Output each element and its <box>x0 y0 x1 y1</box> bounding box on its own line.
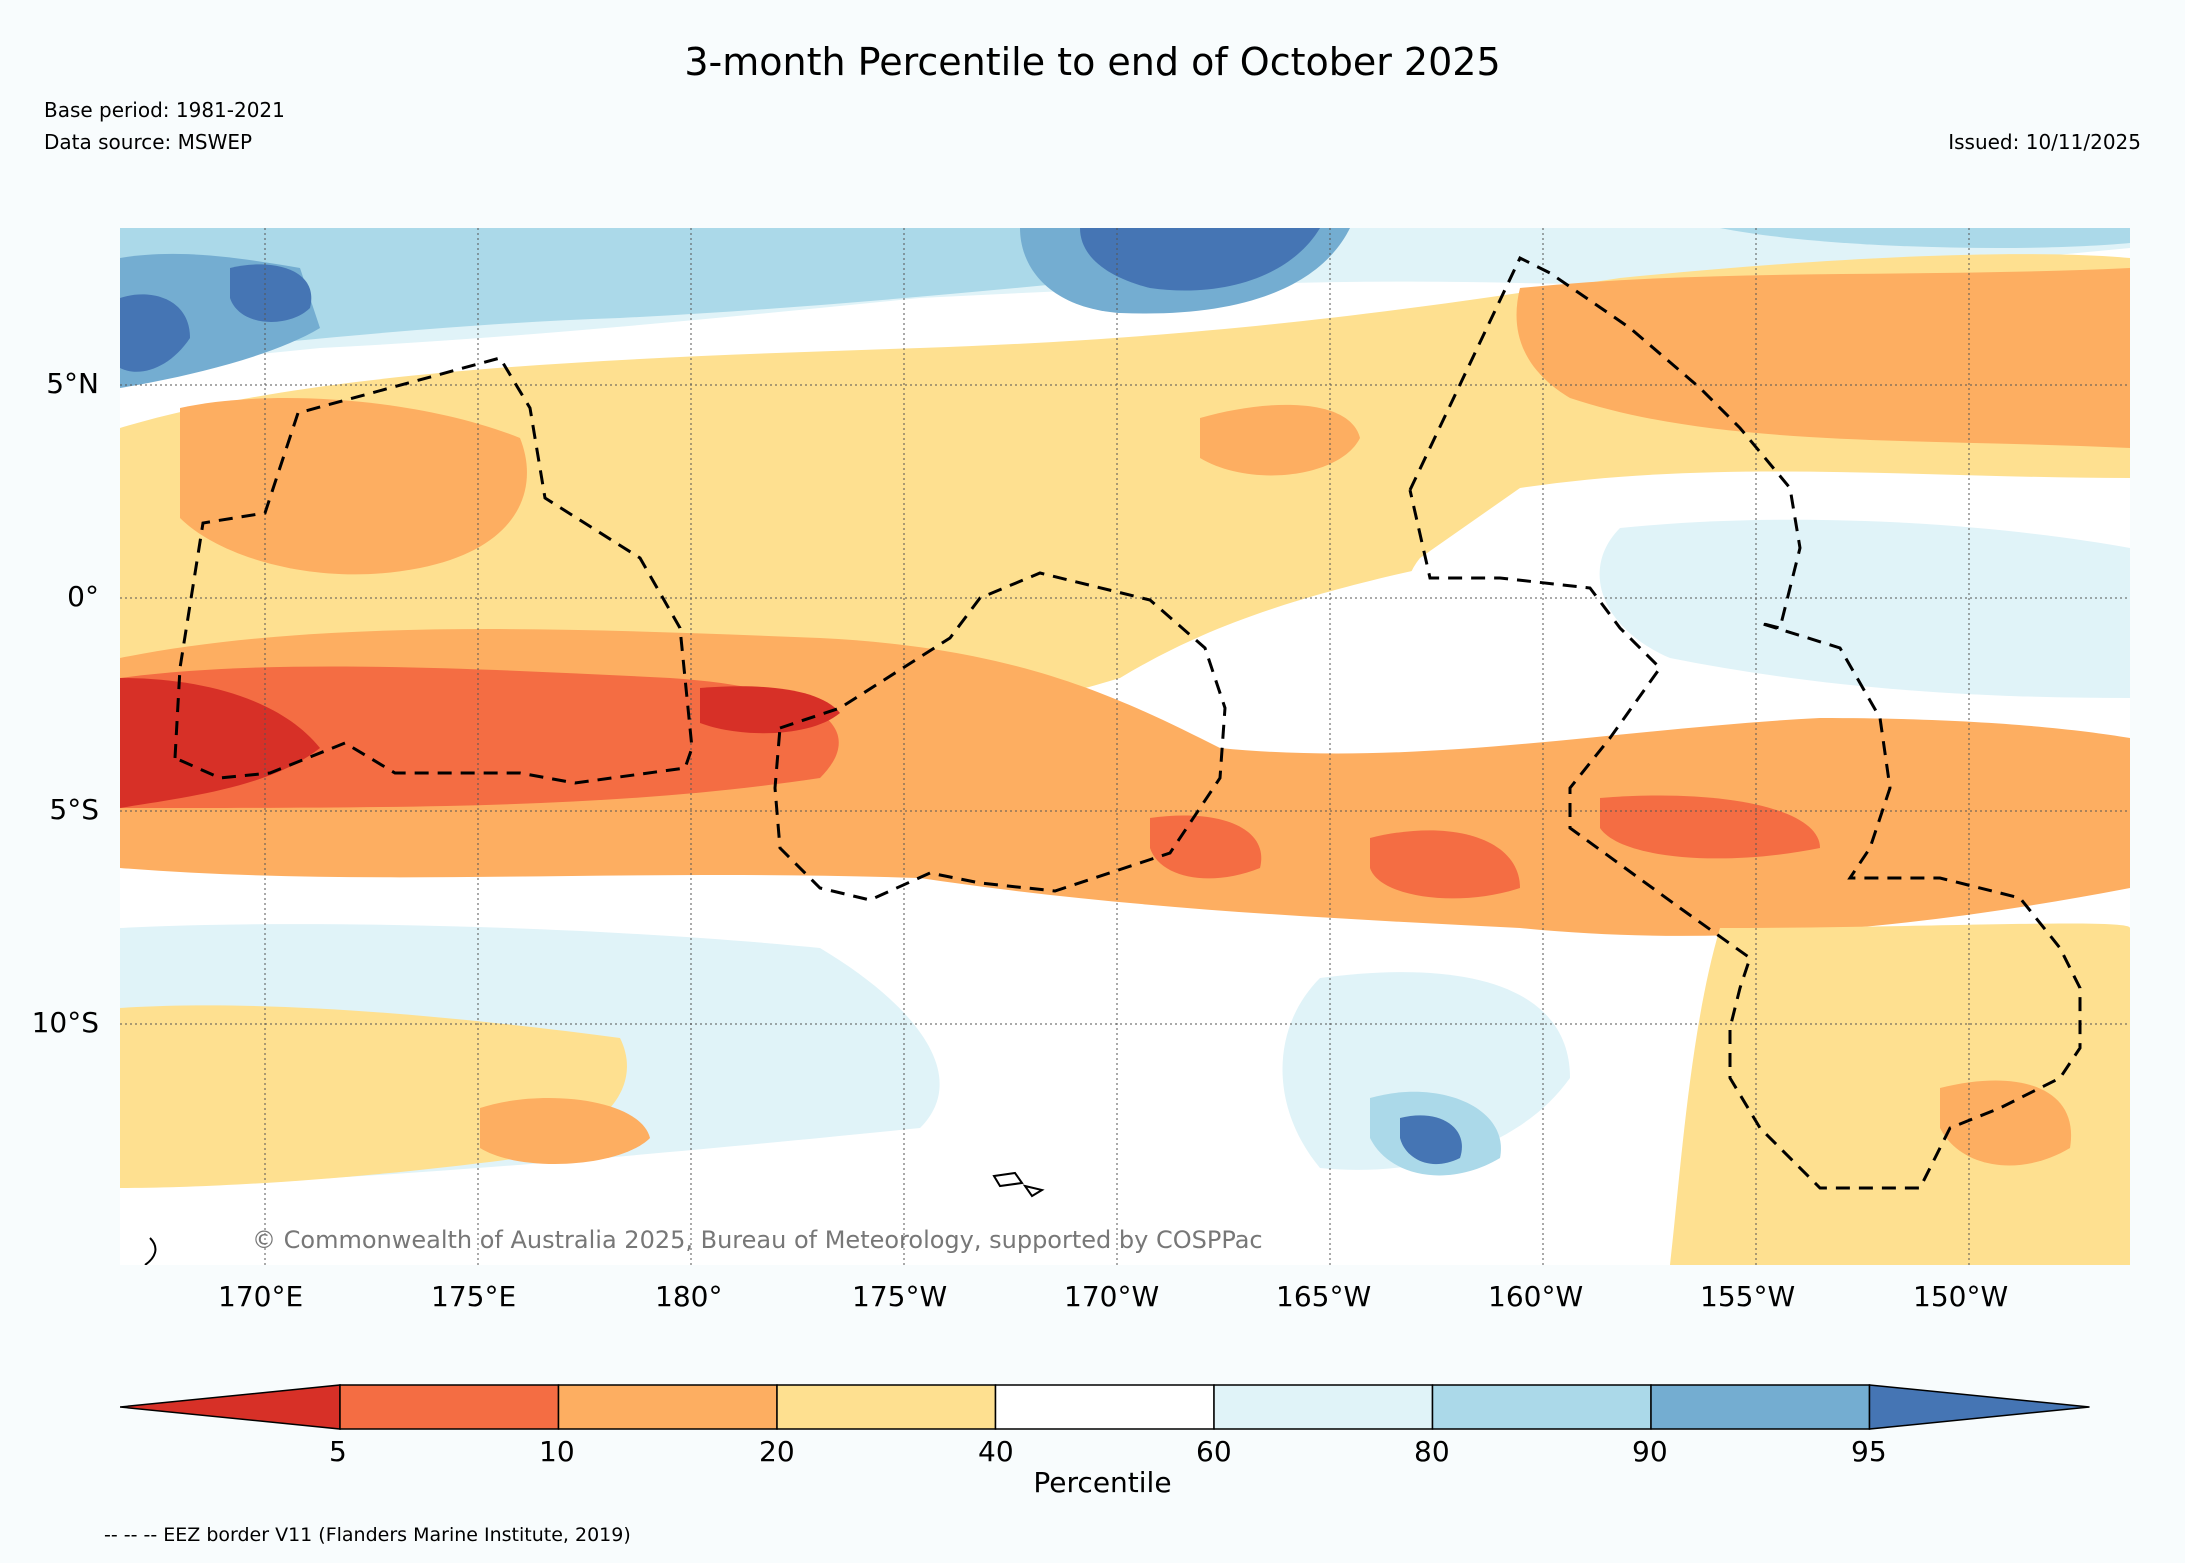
extreme-dry-patch-a <box>1150 815 1262 879</box>
colorbar-swatches <box>119 1384 2090 1430</box>
percentile-map <box>120 228 2130 1265</box>
colorbar-swatch-7 <box>1650 1384 1871 1430</box>
lon-label-160w: 160°W <box>1488 1280 1584 1313</box>
very-dry-patch-west <box>180 398 527 575</box>
colorbar-swatch-below-5 <box>119 1384 341 1430</box>
colorbar-tick-80: 80 <box>1414 1435 1450 1468</box>
colorbar-tick-90: 90 <box>1632 1435 1668 1468</box>
lat-label-5n: 5°N <box>46 367 99 400</box>
colorbar-swatch-4 <box>994 1384 1215 1430</box>
lat-label-0: 0° <box>67 580 99 613</box>
lon-label-155w: 155°W <box>1700 1280 1796 1313</box>
lon-label-175w: 175°W <box>852 1280 948 1313</box>
island-outlines <box>144 1171 1045 1265</box>
extreme-dry-patch-b <box>1370 830 1520 899</box>
graticule <box>120 228 2130 1265</box>
dry-patch-southeast <box>1670 923 2130 1265</box>
very-dry-patch-east <box>1516 268 2130 448</box>
lat-label-5s: 5°S <box>49 793 99 826</box>
lowest-record-patch-west <box>120 678 320 808</box>
lon-label-165w: 165°W <box>1276 1280 1372 1313</box>
colorbar-swatch-above-95 <box>1868 1384 2090 1430</box>
colorbar-tick-40: 40 <box>978 1435 1014 1468</box>
map-title: 3-month Percentile to end of October 202… <box>684 40 1501 84</box>
data-source: Data source: MSWEP <box>44 130 253 154</box>
lat-label-10s: 10°S <box>31 1006 99 1039</box>
lowest-record-patch-central <box>700 686 840 734</box>
colorbar-tick-95: 95 <box>1851 1435 1887 1468</box>
colorbar-swatch-5 <box>1213 1384 1434 1430</box>
colorbar-tick-60: 60 <box>1196 1435 1232 1468</box>
very-dry-patch-mid <box>1200 404 1360 476</box>
base-period: Base period: 1981-2021 <box>44 98 285 122</box>
wet-band-north <box>120 228 2130 388</box>
lon-label-175e: 175°E <box>431 1280 517 1313</box>
wet-patch-east <box>1599 519 2130 698</box>
eez-borders <box>173 255 2082 1190</box>
lon-label-170e: 170°E <box>218 1280 304 1313</box>
copyright-notice: © Commonwealth of Australia 2025, Bureau… <box>252 1226 1263 1254</box>
lon-label-150w: 150°W <box>1913 1280 2009 1313</box>
very-dry-patch-southwest <box>480 1098 650 1165</box>
colorbar-swatch-1 <box>339 1384 560 1430</box>
lon-label-180: 180° <box>655 1280 723 1313</box>
colorbar-label: Percentile <box>1033 1466 1172 1499</box>
issued-date: Issued: 10/11/2025 <box>1948 130 2141 154</box>
very-dry-patch-southeast <box>1940 1080 2072 1166</box>
colorbar-tick-5: 5 <box>329 1435 347 1468</box>
colorbar-tick-20: 20 <box>759 1435 795 1468</box>
wet-patch-south <box>1282 972 1570 1170</box>
colorbar-swatch-6 <box>1431 1384 1652 1430</box>
highest-record-patch-south <box>1400 1115 1462 1165</box>
colorbar-tick-10: 10 <box>539 1435 575 1468</box>
extreme-dry-band-west <box>120 666 839 808</box>
eez-legend: -- -- -- EEZ border V11 (Flanders Marine… <box>104 1524 631 1546</box>
colorbar-swatch-2 <box>557 1384 778 1430</box>
lon-label-170w: 170°W <box>1064 1280 1160 1313</box>
colorbar-swatch-3 <box>776 1384 997 1430</box>
colorbar <box>119 1383 2090 1437</box>
